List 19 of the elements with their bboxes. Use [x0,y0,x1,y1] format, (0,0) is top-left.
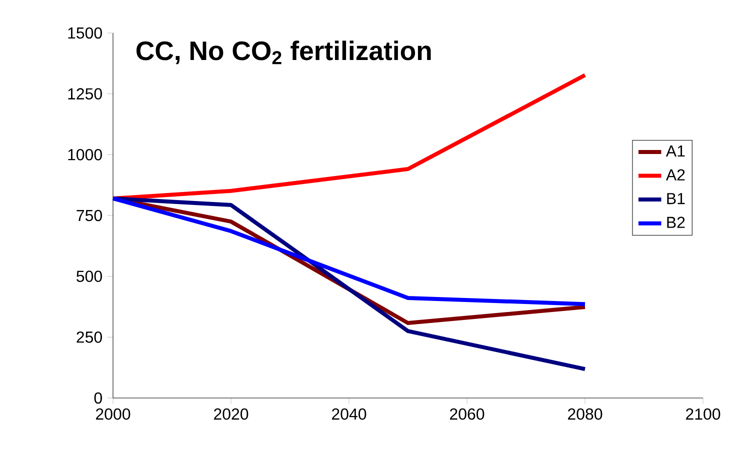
x-tick-label: 2020 [214,408,248,420]
legend-label: B1 [667,193,685,204]
x-tick-label: 2100 [686,408,720,420]
legend-label: A1 [666,146,685,157]
x-tick-label: 2080 [568,408,602,420]
y-tick-label: 1250 [68,88,102,100]
x-tick-label: 2000 [96,408,130,420]
y-tick-label: 750 [76,210,102,222]
legend-label: B2 [667,216,685,228]
x-tick-label: 2040 [332,408,366,420]
line-series [111,196,587,372]
y-tick-label: 250 [76,332,102,343]
y-tick-label: 500 [76,270,102,282]
legend-label: A2 [666,169,685,180]
y-tick-label: 1500 [68,27,102,39]
y-tick-label: 0 [94,392,102,404]
chart-title: CC, No CO$_{2}$ fertilization [136,40,431,64]
y-tick-label: 1000 [68,149,102,160]
x-tick-label: 2060 [450,408,484,420]
